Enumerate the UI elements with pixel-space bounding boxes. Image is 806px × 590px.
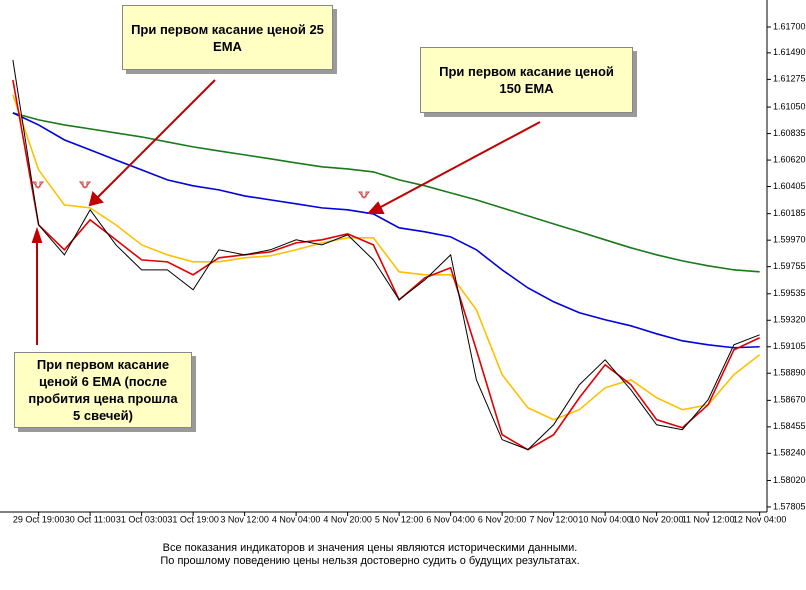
marks	[12, 59, 761, 451]
annotation: При первом касание ценой 6 EMA (после пр…	[14, 352, 192, 428]
signal-marker	[357, 191, 371, 199]
signal-marker	[31, 181, 45, 189]
y-tick-label: 1.58670	[773, 395, 806, 405]
chart: 1.61700 1.61490 1.61275 1.61050 1.60835 1.606…	[0, 0, 806, 524]
x-tick-label: 10 Nov 20:00	[630, 514, 684, 524]
x-tick-label: 11 Nov 12:00	[682, 514, 735, 524]
x-tick-label: 7 Nov 12:00	[529, 514, 578, 524]
x-tick-label: 3 Nov 12:00	[220, 514, 269, 524]
arrow-head	[366, 201, 385, 214]
x-tick-label: 5 Nov 12:00	[375, 514, 424, 524]
x-tick-label: 31 Oct 03:00	[116, 514, 168, 524]
y-tick-label: 1.58890	[773, 368, 806, 378]
y-tick-label: 1.61275	[773, 74, 806, 84]
x-tick-label: 29 Oct 19:00	[13, 514, 65, 524]
signal-markers	[31, 181, 371, 199]
series-line	[12, 79, 760, 451]
y-tick-label: 1.59535	[773, 288, 806, 298]
signal-marker	[78, 181, 92, 189]
disclaimer: Все показания индикаторов и значения цен…	[162, 542, 578, 554]
y-tick-label: 1.58455	[773, 421, 806, 431]
y-tick-label: 1.60405	[773, 181, 806, 191]
y-tick-label: 1.61700	[773, 21, 806, 31]
x-tick-label: 4 Nov 20:00	[323, 514, 372, 524]
y-tick-label: 1.57805	[773, 501, 806, 511]
annotation: При первом касание ценой 150 EMA	[420, 47, 633, 113]
y-tick-label: 1.59320	[773, 315, 806, 325]
y-tick-label: 1.61050	[773, 101, 806, 111]
arrow-head	[88, 191, 104, 207]
arrow	[376, 121, 541, 210]
arrows	[31, 79, 541, 345]
series-line	[12, 59, 760, 451]
series-line	[12, 112, 760, 273]
y-tick-label: 1.59970	[773, 235, 806, 245]
y-tick-label: 1.58020	[773, 475, 806, 485]
x-tick-label: 31 Oct 19:00	[167, 514, 219, 524]
arrow-head	[31, 226, 43, 243]
series-line	[12, 112, 760, 349]
y-tick-label: 1.58240	[773, 448, 806, 458]
x-tick-label: 12 Nov 04:00	[733, 514, 787, 524]
arrow	[95, 79, 216, 200]
y-tick-label: 1.59105	[773, 341, 806, 351]
x-tick-label: 10 Nov 04:00	[578, 514, 632, 524]
annotation: При первом касание ценой 25 EMA	[122, 5, 333, 70]
y-tick-label: 1.61490	[773, 47, 806, 57]
y-tick-label: 1.60835	[773, 128, 806, 138]
plot-area	[0, 0, 767, 512]
x-tick-label: 30 Oct 11:00	[65, 514, 116, 524]
x-tick-label: 6 Nov 04:00	[426, 514, 475, 524]
series-line	[12, 94, 761, 421]
y-tick-label: 1.60185	[773, 208, 806, 218]
y-tick-label: 1.60620	[773, 154, 806, 164]
x-tick-label: 4 Nov 04:00	[272, 514, 321, 524]
y-tick-label: 1.59755	[773, 261, 806, 271]
disclaimer: По прошлому поведению цены нельзя достов…	[160, 555, 580, 567]
x-tick-label: 6 Nov 20:00	[478, 514, 527, 524]
